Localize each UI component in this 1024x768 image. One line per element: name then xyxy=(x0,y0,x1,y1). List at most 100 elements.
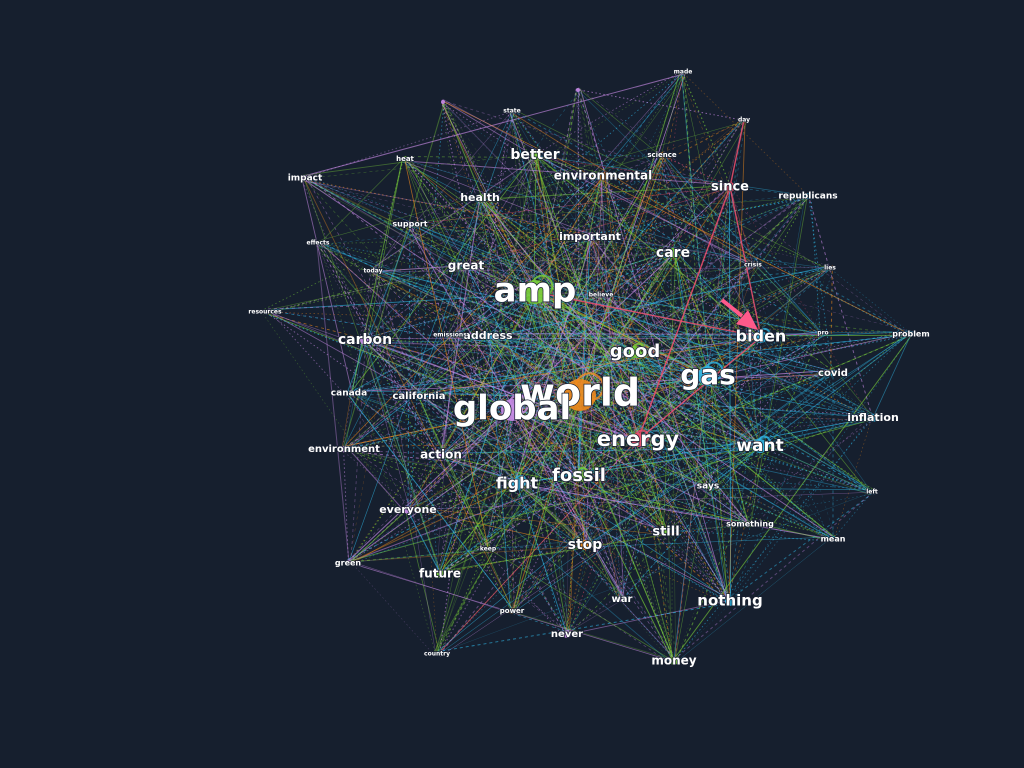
node-canada[interactable] xyxy=(346,390,352,396)
edge xyxy=(436,371,834,656)
edge xyxy=(511,411,568,633)
node-republicans[interactable] xyxy=(805,193,811,199)
node-carbon[interactable] xyxy=(360,335,370,345)
node-address[interactable] xyxy=(484,332,492,340)
node-still[interactable] xyxy=(662,528,670,536)
node-war[interactable] xyxy=(619,596,625,602)
node-crisis[interactable] xyxy=(751,263,755,267)
node-day[interactable] xyxy=(742,118,746,122)
edge xyxy=(365,341,635,351)
node-covid[interactable] xyxy=(830,370,836,376)
node-label-since: since xyxy=(711,180,749,195)
node-pro[interactable] xyxy=(821,331,825,335)
edge xyxy=(306,178,759,446)
node-since[interactable] xyxy=(725,182,735,192)
node-country[interactable] xyxy=(435,652,439,656)
node-environmental[interactable] xyxy=(599,172,607,180)
edge xyxy=(513,69,682,614)
edge xyxy=(486,333,637,355)
node-stop[interactable] xyxy=(580,540,590,550)
edge xyxy=(588,121,746,236)
edge xyxy=(350,484,515,563)
node-environment[interactable] xyxy=(341,446,347,452)
edge xyxy=(441,103,519,483)
node-support[interactable] xyxy=(407,221,413,227)
node-impact[interactable] xyxy=(302,175,308,181)
node-care[interactable] xyxy=(668,248,678,258)
edge xyxy=(537,290,578,397)
node-state[interactable] xyxy=(510,109,514,113)
edge xyxy=(420,397,729,600)
node-something[interactable] xyxy=(747,521,753,527)
edge xyxy=(673,184,731,664)
node-problem[interactable] xyxy=(908,331,914,337)
edge xyxy=(511,611,675,661)
node-made[interactable] xyxy=(681,70,685,74)
node-important[interactable] xyxy=(586,233,594,241)
edge xyxy=(680,69,733,190)
edge xyxy=(463,195,811,267)
edge xyxy=(730,493,872,600)
node-n2[interactable] xyxy=(576,88,580,92)
node-label-address: address xyxy=(463,329,513,342)
node-everyone[interactable] xyxy=(404,506,412,514)
edge xyxy=(350,561,510,613)
node-great[interactable] xyxy=(462,262,470,270)
node-action[interactable] xyxy=(437,451,445,459)
node-never[interactable] xyxy=(563,630,571,638)
node-science[interactable] xyxy=(659,152,665,158)
edge xyxy=(709,337,760,376)
edge xyxy=(348,391,751,526)
node-lies[interactable] xyxy=(828,266,832,270)
node-label-believe: believe xyxy=(589,292,614,299)
edge xyxy=(463,266,836,373)
edge xyxy=(364,337,441,577)
edge xyxy=(412,225,486,335)
edge xyxy=(304,175,568,637)
edge xyxy=(709,339,760,484)
node-today[interactable] xyxy=(371,269,375,273)
edge xyxy=(673,603,731,659)
node-ring xyxy=(514,474,527,488)
node-power[interactable] xyxy=(509,608,515,614)
edge xyxy=(600,296,762,336)
node-health[interactable] xyxy=(476,194,484,202)
edge xyxy=(348,337,762,393)
node-better[interactable] xyxy=(530,150,540,160)
edge xyxy=(405,510,440,654)
node-keep[interactable] xyxy=(486,547,490,551)
node-heat[interactable] xyxy=(402,156,408,162)
node-future[interactable] xyxy=(436,570,444,578)
node-left[interactable] xyxy=(870,490,874,494)
node-says[interactable] xyxy=(705,483,711,489)
edge xyxy=(341,375,711,450)
edge xyxy=(705,331,914,379)
node-mean[interactable] xyxy=(830,536,836,542)
edge xyxy=(306,154,534,179)
node-california[interactable] xyxy=(416,393,422,399)
node-green[interactable] xyxy=(345,560,351,566)
edge xyxy=(604,177,637,439)
edge xyxy=(404,161,591,235)
edge xyxy=(833,416,873,541)
node-resources[interactable] xyxy=(263,310,267,314)
node-label-today: today xyxy=(363,268,382,275)
edge xyxy=(605,176,633,352)
edge xyxy=(345,475,582,564)
node-n1[interactable] xyxy=(441,100,445,104)
edge xyxy=(674,487,708,660)
node-effects[interactable] xyxy=(316,241,320,245)
node-world[interactable] xyxy=(564,379,596,411)
node-label-still: still xyxy=(652,525,679,540)
edge xyxy=(478,71,685,199)
edge xyxy=(319,241,440,457)
edge xyxy=(441,99,732,190)
node-money[interactable] xyxy=(670,657,678,665)
node-inflation[interactable] xyxy=(869,414,877,422)
node-nothing[interactable] xyxy=(725,596,735,606)
node-label-carbon: carbon xyxy=(338,332,392,348)
node-emissions[interactable] xyxy=(448,333,452,337)
node-believe[interactable] xyxy=(599,293,603,297)
edge xyxy=(350,389,673,665)
edge xyxy=(304,179,441,573)
